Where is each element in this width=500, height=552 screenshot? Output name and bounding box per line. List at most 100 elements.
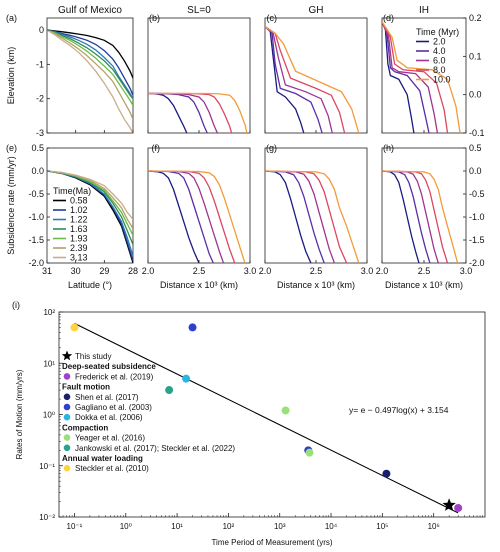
series-line [382,170,459,263]
y-tick-label: -1.5 [469,235,485,245]
series-line [382,170,420,263]
x-axis-label: Latitude (°) [68,280,112,290]
x-tick-label: 29 [99,266,109,276]
series-line [47,29,133,79]
panel-title: IH [419,5,429,16]
y-tick-label: 0.5 [469,143,482,153]
legend-label: Shen et al. (2017) [75,393,139,402]
panel-letter: (i) [12,300,20,310]
panel-i: (i) 10⁻¹ 10⁰ 10¹ 10² 10³ 10⁴ 10⁵ 10⁶ 10⁻² 10⁻¹ 10⁰ 1… [12,300,486,547]
y-axis-label: Subsidence rate (mm/yr) [6,156,16,255]
series-line [47,170,133,220]
x-tick-label: 3.0 [361,266,374,276]
legend-label: 1.02 [70,205,88,215]
legend-label: Yeager et al. (2016) [75,434,145,443]
panel-title: Gulf of Mexico [58,5,122,16]
fit-line [74,322,459,514]
y-tick-label: -1.5 [28,235,44,245]
panel-f: 2.0 2.5 3.0 (f) Distance x 10³ (km) [142,143,257,290]
legend-label: 1.63 [70,224,88,234]
series-line [148,170,200,263]
panel-c: (c) GH [264,5,368,134]
data-point [188,323,197,332]
legend-header: Compaction [62,423,108,432]
panel-letter: (f) [152,143,161,153]
x-tick-label: 2.0 [376,266,389,276]
series-line [382,21,415,133]
legend-label: 4.0 [433,46,446,56]
y-tick-label: 0.1 [469,51,482,61]
series-line [382,170,449,263]
series-line [265,170,336,263]
legend-dot [63,393,71,401]
data-point [454,503,463,512]
panel-letter: (h) [383,143,394,153]
series-line [265,26,333,133]
y-tick-label: -3 [36,128,44,138]
x-tick-label: 2.5 [310,266,323,276]
y-axis-label: Rates of Motion (mm/yrs) [15,369,24,459]
legend-header: Annual water loading [62,454,143,463]
legend-label: 1.93 [70,234,88,244]
legend-title: Time (Myr) [416,27,459,37]
y-tick-label: -0.5 [469,189,485,199]
legend: Time (Myr)2.04.06.08.010.0 [416,27,459,85]
y-tick-label: -1.0 [469,212,485,222]
x-axis-label: Time Period of Measurement (yrs) [211,538,332,547]
legend-label: 8.0 [433,65,446,75]
y-tick-label: -0.5 [28,189,44,199]
data-point [165,386,174,395]
series-line [265,26,360,133]
y-tick-label: -2.0 [28,258,44,268]
series-line [47,29,133,106]
panel-letter: (g) [266,143,277,153]
x-tick-label: 28 [128,266,138,276]
panel-frame [147,147,251,264]
panel-letter: (c) [267,13,278,23]
panel-d: 0.2 0.1 0.0 -0.1 (d) IH Time (Myr)2.04.06.08.0… [381,5,485,138]
panel-frame [46,147,134,264]
legend-label: 1.22 [70,215,88,225]
x-tick-label: 2.5 [193,266,206,276]
panel-g: 2.0 2.5 3.0 (g) Distance x 10³ (km) [259,143,374,290]
y-tick-label: -2 [36,94,44,104]
x-tick-label: 10⁰ [120,522,132,531]
legend-dot [63,444,71,452]
legend-header: Deep-seated subsidence [62,362,156,371]
legend-dot [63,373,71,380]
legend-header: Fault motion [62,383,110,392]
legend-dot [63,413,71,421]
data-point [382,469,391,478]
panel-frame [381,17,467,134]
legend-label: 10.0 [433,75,451,85]
series-line [148,92,248,133]
x-tick-label: 2.0 [259,266,272,276]
legend-star [61,350,73,361]
series-line [47,29,133,100]
panel-title: SL=0 [187,5,211,16]
x-tick-label: 10³ [274,522,286,531]
y-tick-label: 10⁻¹ [39,462,55,471]
legend-title: Time(Ma) [53,186,91,196]
x-tick-label: 3.0 [244,266,257,276]
x-axis-label: Distance x 10³ (km) [277,280,355,290]
x-tick-label: 2.5 [418,266,431,276]
y-tick-label: 10¹ [43,359,55,368]
y-tick-label: 10⁰ [43,411,55,420]
data-point [182,374,191,383]
series-line [148,170,236,263]
x-tick-label: 2.0 [142,266,155,276]
x-tick-label: 10¹ [171,522,183,531]
series-line [265,170,348,263]
x-tick-label: 10² [223,522,235,531]
panel-letter: (b) [149,13,160,23]
series-line [265,26,305,133]
series-line [148,170,214,263]
panel-a: 0 -1 -2 -3 (a) Gulf of Mexico Elevation (km) [6,5,134,138]
x-tick-label: 10⁻¹ [67,522,83,531]
x-tick-label: 3.0 [460,266,473,276]
series-line [265,26,323,133]
panel-frame [147,17,251,134]
fit-equation: y= e − 0.497log(x) + 3.154 [349,405,449,415]
